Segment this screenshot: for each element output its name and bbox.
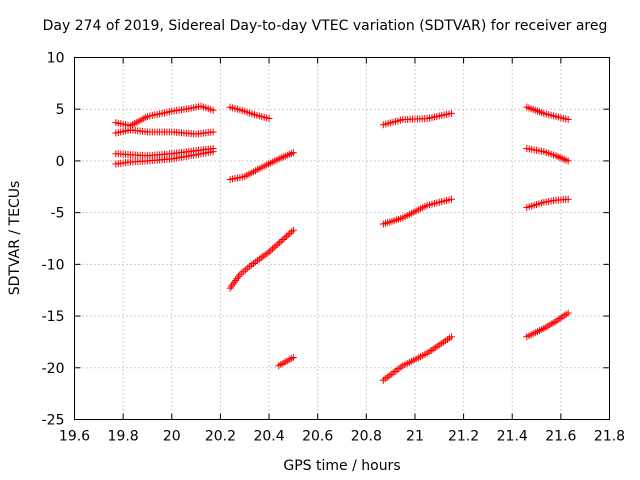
data-point xyxy=(277,237,285,245)
x-tick-label: 20.2 xyxy=(205,429,236,445)
x-tick-label: 20.8 xyxy=(351,429,382,445)
data-point xyxy=(564,309,572,317)
data-point xyxy=(564,116,572,124)
y-tick-label: -5 xyxy=(51,206,65,222)
y-tick-label: 10 xyxy=(47,51,65,67)
x-tick-label: 21.2 xyxy=(448,429,479,445)
data-point xyxy=(238,269,246,277)
x-tick-label: 21 xyxy=(406,429,424,445)
data-point xyxy=(289,149,297,157)
x-tick-label: 21.8 xyxy=(594,429,625,445)
x-tick-label: 20 xyxy=(163,429,181,445)
data-point xyxy=(289,353,297,361)
data-point xyxy=(286,229,294,237)
plot-frame xyxy=(74,57,610,420)
chart-title: Day 274 of 2019, Sidereal Day-to-day VTE… xyxy=(43,18,608,34)
data-marks xyxy=(112,102,572,384)
y-axis-label: SDTVAR / TECUs xyxy=(7,181,23,296)
x-tick-label: 19.6 xyxy=(59,429,90,445)
data-point xyxy=(209,128,217,136)
data-point xyxy=(267,246,275,254)
data-point xyxy=(447,109,455,117)
data-point xyxy=(284,231,292,239)
data-point xyxy=(270,243,278,251)
data-point xyxy=(282,232,290,240)
data-point xyxy=(289,226,297,234)
x-tick-label: 19.8 xyxy=(108,429,139,445)
data-point xyxy=(275,239,283,247)
data-point xyxy=(447,195,455,203)
data-point xyxy=(244,264,252,272)
data-point xyxy=(209,106,217,114)
data-point xyxy=(281,234,289,242)
data-point xyxy=(242,266,250,274)
x-tick-label: 20.6 xyxy=(302,429,333,445)
y-tick-label: -25 xyxy=(42,413,65,429)
data-point xyxy=(279,236,287,244)
data-point xyxy=(265,115,273,123)
data-point xyxy=(272,242,280,250)
x-axis-label: GPS time / hours xyxy=(283,458,400,474)
y-tick-label: -10 xyxy=(42,257,65,273)
x-tick-label: 21.6 xyxy=(545,429,576,445)
data-point xyxy=(240,267,248,275)
x-tick-label: 20.4 xyxy=(253,429,284,445)
y-tick-label: 0 xyxy=(56,154,65,170)
y-tick-label: -20 xyxy=(42,361,65,377)
data-point xyxy=(274,240,282,248)
y-tick-label: 5 xyxy=(56,102,65,118)
data-point xyxy=(564,157,572,165)
data-point xyxy=(288,228,296,236)
data-point xyxy=(269,245,277,253)
tick-layer: 19.6 19.8 20 20.2 20.4 20.6 20.8 21 21.2 21.4 21.6… xyxy=(42,51,625,445)
data-point xyxy=(209,148,217,156)
data-point xyxy=(447,333,455,341)
data-point xyxy=(564,195,572,203)
y-tick-label: -15 xyxy=(42,309,65,325)
x-tick-label: 21.4 xyxy=(497,429,528,445)
data-point xyxy=(265,248,273,256)
